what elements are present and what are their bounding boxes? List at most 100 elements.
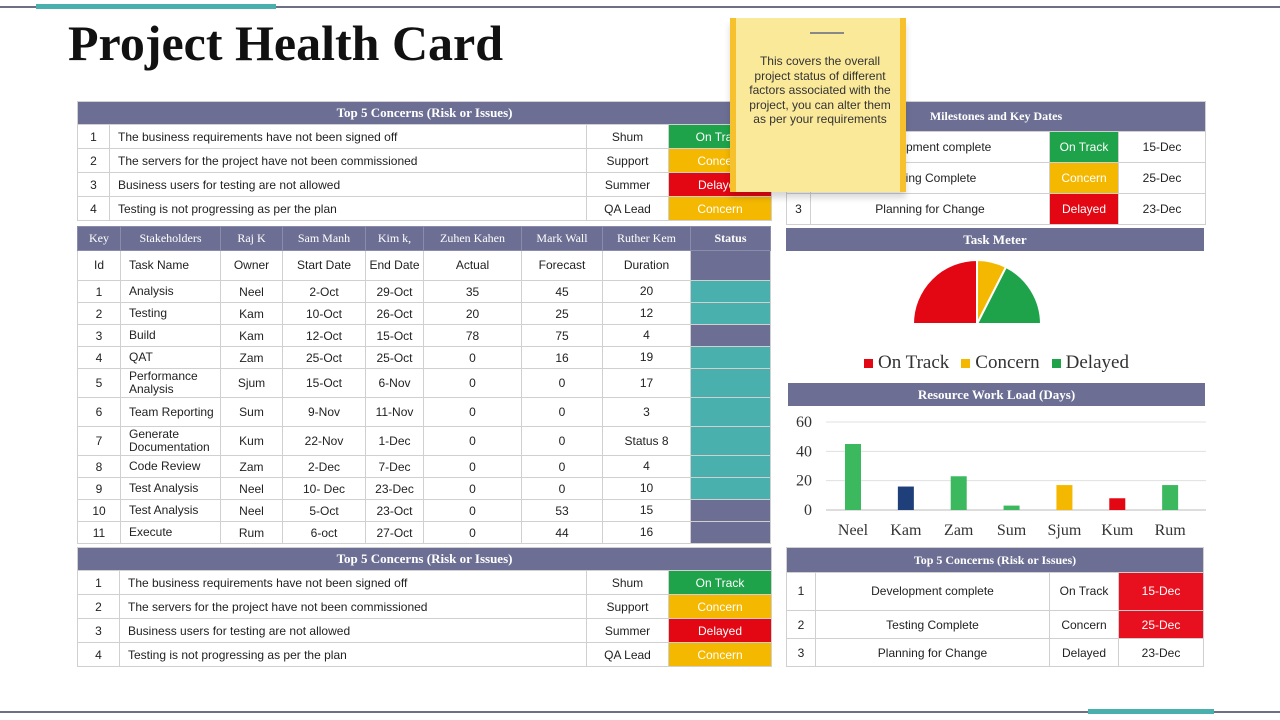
task-forecast: 0 xyxy=(521,455,603,478)
task-start-date: 10-Oct xyxy=(282,302,366,325)
bar-sum xyxy=(1003,505,1020,510)
task-name: Code Review xyxy=(120,455,221,478)
task-duration: 15 xyxy=(602,499,691,522)
task-start-date: 5-Oct xyxy=(282,499,366,522)
x-tick-label: Sum xyxy=(997,522,1027,539)
task-forecast: 44 xyxy=(521,521,603,544)
concern-description: The servers for the project have not bee… xyxy=(109,148,587,173)
bar-zam xyxy=(950,476,967,510)
legend-label: Delayed xyxy=(1065,352,1129,373)
status-badge: On Track xyxy=(667,570,773,595)
task-start-date: 9-Nov xyxy=(282,397,366,427)
status-badge: Concern xyxy=(667,594,773,619)
task-meter-heading: Task Meter xyxy=(786,228,1204,251)
task-id: 1 xyxy=(77,280,121,303)
milestone-date: 25-Dec xyxy=(1117,162,1207,194)
key-cell: Key xyxy=(77,226,121,251)
task-name: Analysis xyxy=(120,280,221,303)
milestone-name: Planning for Change xyxy=(810,193,1050,225)
task-body: 1 Analysis Neel 2-Oct 29-Oct 35 45 20 2 Testing Ka… xyxy=(77,280,771,544)
task-status-swatch xyxy=(690,302,771,325)
row-number: 1 xyxy=(77,570,120,595)
legend-item-concern: Concern xyxy=(961,352,1040,374)
milestone-row: 3 Planning for Change Delayed 23-Dec xyxy=(786,193,1207,225)
status-badge: On Track xyxy=(1049,131,1119,163)
task-owner: Neel xyxy=(220,477,283,500)
legend-swatch-green xyxy=(1051,358,1061,368)
task-owner: Zam xyxy=(220,346,283,369)
task-actual: 0 xyxy=(423,455,522,478)
concern-row: 1 The business requirements have not been… xyxy=(77,124,773,149)
task-forecast: 25 xyxy=(521,302,603,325)
task-end-date: 29-Oct xyxy=(365,280,424,303)
concern-description: Business users for testing are not allow… xyxy=(109,172,587,197)
status-badge: Delayed xyxy=(667,172,773,197)
task-start-date: 25-Oct xyxy=(282,346,366,369)
workload-bar-chart: 60 40 20 0 Neel Kam Zam Sum Sjum Kum Rum xyxy=(796,414,1206,539)
status-badge: Concern xyxy=(1049,162,1119,194)
task-owner: Kam xyxy=(220,324,283,347)
status-badge: Delayed xyxy=(1049,193,1119,225)
task-status-swatch xyxy=(690,280,771,303)
task-name: Testing xyxy=(120,302,221,325)
task-status-swatch xyxy=(690,426,771,456)
task-table: Key Stakeholders Raj K Sam Manh Kim k, Z… xyxy=(77,226,771,544)
column-header: Id xyxy=(77,250,121,281)
y-tick-label: 20 xyxy=(796,473,812,490)
concern-owner: Support xyxy=(586,594,669,619)
table-row: 11 Execute Rum 6-oct 27-Oct 0 44 16 xyxy=(77,521,771,544)
task-status-swatch xyxy=(690,477,771,500)
task-name: Generate Documentation xyxy=(120,426,221,456)
task-id: 2 xyxy=(77,302,121,325)
concern-description: The servers for the project have not bee… xyxy=(119,594,587,619)
concern-description: Business users for testing are not allow… xyxy=(119,618,587,643)
task-end-date: 6-Nov xyxy=(365,368,424,398)
concern-description: The business requirements have not been … xyxy=(109,124,587,149)
status-badge: Concern xyxy=(667,642,773,667)
x-tick-label: Rum xyxy=(1155,522,1187,539)
task-owner: Sum xyxy=(220,397,283,427)
bottom-concerns-table: Top 5 Concerns (Risk or Issues) 1 The bus… xyxy=(76,547,773,667)
task-end-date: 7-Dec xyxy=(365,455,424,478)
task-duration: 4 xyxy=(602,324,691,347)
task-duration: 16 xyxy=(602,521,691,544)
key-cell: Ruther Kem xyxy=(602,226,691,251)
column-header: Owner xyxy=(220,250,283,281)
task-forecast: 0 xyxy=(521,397,603,427)
bar-neel xyxy=(845,444,861,510)
table-row: 5 Performance Analysis Sjum 15-Oct 6-Nov 0 0 17 xyxy=(77,368,771,398)
milestone-name: Planning for Change xyxy=(815,638,1050,667)
task-name: Team Reporting xyxy=(120,397,221,427)
task-start-date: 22-Nov xyxy=(282,426,366,456)
legend-swatch-yellow xyxy=(961,358,971,368)
task-name: Test Analysis xyxy=(120,499,221,522)
y-tick-label: 40 xyxy=(796,443,812,460)
row-number: 4 xyxy=(77,642,120,667)
x-tick-label: Zam xyxy=(944,522,974,539)
sticky-note-grip xyxy=(810,32,844,34)
status-badge: Delayed xyxy=(667,618,773,643)
task-actual: 0 xyxy=(423,499,522,522)
row-number: 4 xyxy=(77,196,110,221)
task-start-date: 12-Oct xyxy=(282,324,366,347)
key-cell: Status xyxy=(690,226,771,251)
task-duration: 17 xyxy=(602,368,691,398)
concern-row: 4 Testing is not progressing as per the p… xyxy=(77,196,773,221)
task-actual: 35 xyxy=(423,280,522,303)
task-duration: 19 xyxy=(602,346,691,369)
concern-row: 2 The servers for the project have not be… xyxy=(77,148,773,173)
table-row: 10 Test Analysis Neel 5-Oct 23-Oct 0 53 15 xyxy=(77,499,771,522)
row-number: 3 xyxy=(786,638,816,667)
column-header: Task Name xyxy=(120,250,221,281)
bar-kam xyxy=(897,486,914,510)
task-start-date: 2-Oct xyxy=(282,280,366,303)
task-end-date: 26-Oct xyxy=(365,302,424,325)
top-concerns-heading: Top 5 Concerns (Risk or Issues) xyxy=(76,101,773,125)
task-end-date: 1-Dec xyxy=(365,426,424,456)
task-end-date: 25-Oct xyxy=(365,346,424,369)
task-status-swatch xyxy=(690,455,771,478)
status-badge: Concern xyxy=(667,196,773,221)
bar-kum xyxy=(1109,498,1126,510)
task-id: 7 xyxy=(77,426,121,456)
